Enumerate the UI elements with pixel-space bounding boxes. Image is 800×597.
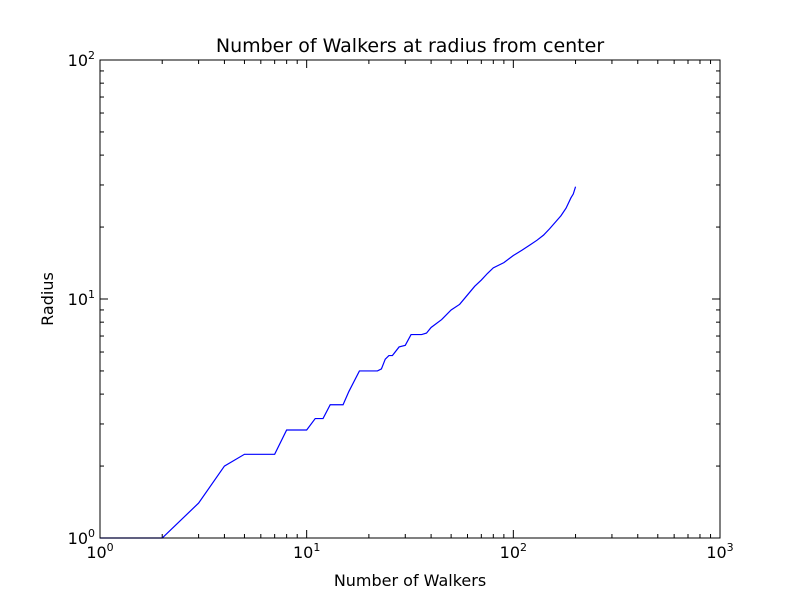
x-tick-label: 100 bbox=[86, 541, 113, 562]
y-axis-label: Radius bbox=[38, 272, 57, 326]
series-line bbox=[100, 186, 577, 539]
plot-area bbox=[100, 60, 720, 538]
x-tick-label: 101 bbox=[293, 541, 320, 562]
x-tick-label: 102 bbox=[500, 541, 527, 562]
x-tick-label: 103 bbox=[706, 541, 733, 562]
y-tick-label: 102 bbox=[68, 49, 95, 70]
plot-frame bbox=[99, 59, 721, 539]
x-axis-label: Number of Walkers bbox=[334, 571, 486, 590]
ticks-group bbox=[99, 59, 721, 539]
y-tick-label: 101 bbox=[68, 288, 95, 309]
tick-labels-group: 100 101 102 103 100 101 102 bbox=[68, 49, 734, 562]
chart-title: Number of Walkers at radius from center bbox=[216, 35, 604, 57]
y-tick-label: 100 bbox=[68, 527, 95, 548]
